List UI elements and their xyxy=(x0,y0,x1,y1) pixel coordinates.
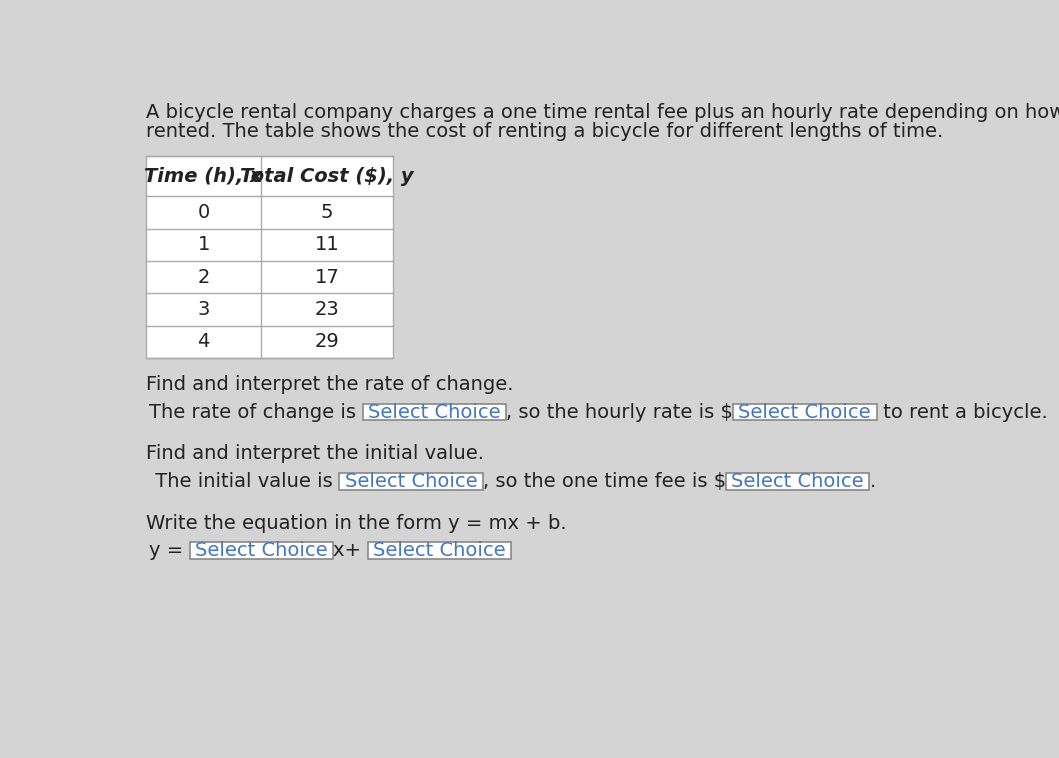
Text: Find and interpret the rate of change.: Find and interpret the rate of change. xyxy=(146,375,514,394)
Text: 29: 29 xyxy=(315,333,339,352)
Bar xyxy=(340,473,483,490)
Text: Select Choice: Select Choice xyxy=(373,541,506,560)
Text: The initial value is: The initial value is xyxy=(149,471,340,491)
Bar xyxy=(190,542,334,559)
Bar xyxy=(146,156,393,358)
Bar xyxy=(362,404,506,421)
Text: Time (h), x: Time (h), x xyxy=(144,167,263,186)
Text: Total Cost ($), y: Total Cost ($), y xyxy=(240,167,414,186)
Text: 3: 3 xyxy=(197,300,210,319)
Text: 4: 4 xyxy=(197,333,210,352)
Text: 11: 11 xyxy=(315,236,339,255)
Text: A bicycle rental company charges a one time rental fee plus an hourly rate depen: A bicycle rental company charges a one t… xyxy=(146,103,1059,122)
Text: The rate of change is: The rate of change is xyxy=(149,402,362,421)
Text: to rent a bicycle.: to rent a bicycle. xyxy=(877,402,1047,421)
Text: 5: 5 xyxy=(321,203,334,222)
Text: Select Choice: Select Choice xyxy=(345,471,478,491)
Text: 0: 0 xyxy=(198,203,210,222)
Bar xyxy=(726,473,869,490)
Text: Select Choice: Select Choice xyxy=(738,402,872,421)
Text: , so the one time fee is $: , so the one time fee is $ xyxy=(483,471,726,491)
Text: Select Choice: Select Choice xyxy=(732,471,864,491)
Text: 1: 1 xyxy=(197,236,210,255)
Text: 23: 23 xyxy=(315,300,339,319)
Text: y =: y = xyxy=(149,541,190,560)
Text: rented. The table shows the cost of renting a bicycle for different lengths of t: rented. The table shows the cost of rent… xyxy=(146,122,944,141)
Text: , so the hourly rate is $: , so the hourly rate is $ xyxy=(506,402,733,421)
Bar xyxy=(733,404,877,421)
Text: 17: 17 xyxy=(315,268,339,287)
Text: Select Choice: Select Choice xyxy=(369,402,501,421)
Text: Select Choice: Select Choice xyxy=(195,541,328,560)
Text: 2: 2 xyxy=(197,268,210,287)
Text: .: . xyxy=(869,471,876,491)
Text: Write the equation in the form y = mx + b.: Write the equation in the form y = mx + … xyxy=(146,514,567,533)
Text: Find and interpret the initial value.: Find and interpret the initial value. xyxy=(146,444,484,463)
Bar xyxy=(367,542,511,559)
Text: x+: x+ xyxy=(334,541,367,560)
